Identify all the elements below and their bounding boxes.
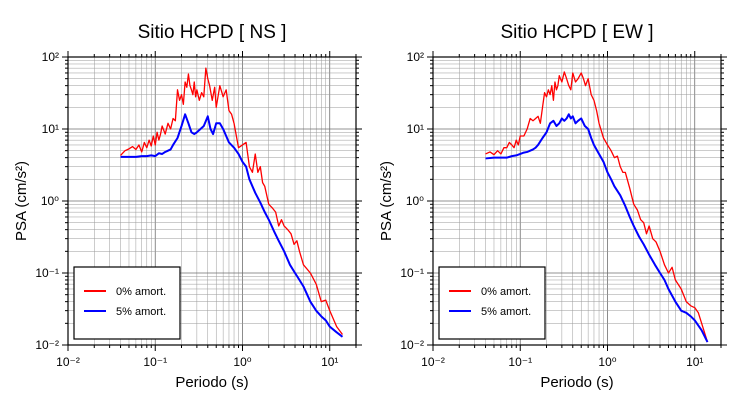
legend-box bbox=[73, 266, 181, 340]
legend-label: 5% amort. bbox=[481, 306, 531, 318]
series-line-undamped bbox=[120, 67, 344, 335]
y-tick-label: 10⁻¹ bbox=[400, 266, 424, 280]
y-tick-label: 10² bbox=[42, 50, 59, 64]
y-tick-label: 10² bbox=[407, 50, 424, 64]
chart-title: Sitio HCPD [ NS ] bbox=[138, 22, 287, 43]
legend: 0% amort. 5% amort. bbox=[438, 266, 546, 340]
x-axis-label: Periodo (s) bbox=[175, 374, 248, 391]
series-line-damped bbox=[120, 113, 344, 338]
legend-label: 0% amort. bbox=[481, 286, 531, 298]
y-tick-label: 10¹ bbox=[407, 122, 424, 136]
y-tick-label: 10¹ bbox=[42, 122, 59, 136]
x-tick-label: 10⁻² bbox=[421, 355, 445, 369]
grid bbox=[67, 56, 357, 346]
x-tick-label: 10⁰ bbox=[233, 355, 251, 369]
x-tick-label: 10⁰ bbox=[598, 355, 616, 369]
x-axis-label: Periodo (s) bbox=[540, 374, 613, 391]
y-axis-label: PSA (cm/s²) bbox=[13, 161, 30, 241]
y-tick-label: 10⁻² bbox=[400, 338, 424, 352]
series-line-undamped bbox=[485, 71, 709, 343]
legend-box bbox=[438, 266, 546, 340]
chart-panel-ns: 10⁻² 10⁻¹ 10⁰ 10¹ 10⁻² 10⁻¹ 10⁰ 10¹ 10² Sitio HCP… bbox=[13, 22, 362, 391]
legend-label: 5% amort. bbox=[116, 306, 166, 318]
chart-panel-ew: 10⁻² 10⁻¹ 10⁰ 10¹ 10⁻² 10⁻¹ 10⁰ 10¹ 10² Sitio HCP… bbox=[378, 22, 727, 391]
series-line-damped bbox=[485, 113, 709, 343]
axis-ticks bbox=[62, 51, 362, 351]
x-tick-label: 10⁻¹ bbox=[508, 355, 532, 369]
y-tick-label: 10⁰ bbox=[41, 194, 59, 208]
x-tick-label: 10⁻² bbox=[56, 355, 80, 369]
chart-title: Sitio HCPD [ EW ] bbox=[500, 22, 653, 43]
y-tick-label: 10⁻² bbox=[35, 338, 59, 352]
y-tick-label: 10⁰ bbox=[406, 194, 424, 208]
x-tick-label: 10¹ bbox=[686, 355, 703, 369]
x-tick-label: 10¹ bbox=[321, 355, 338, 369]
y-axis-label: PSA (cm/s²) bbox=[378, 161, 395, 241]
legend-label: 0% amort. bbox=[116, 286, 166, 298]
legend: 0% amort. 5% amort. bbox=[73, 266, 181, 340]
x-tick-label: 10⁻¹ bbox=[143, 355, 167, 369]
axis-ticks bbox=[427, 51, 727, 351]
y-tick-label: 10⁻¹ bbox=[35, 266, 59, 280]
